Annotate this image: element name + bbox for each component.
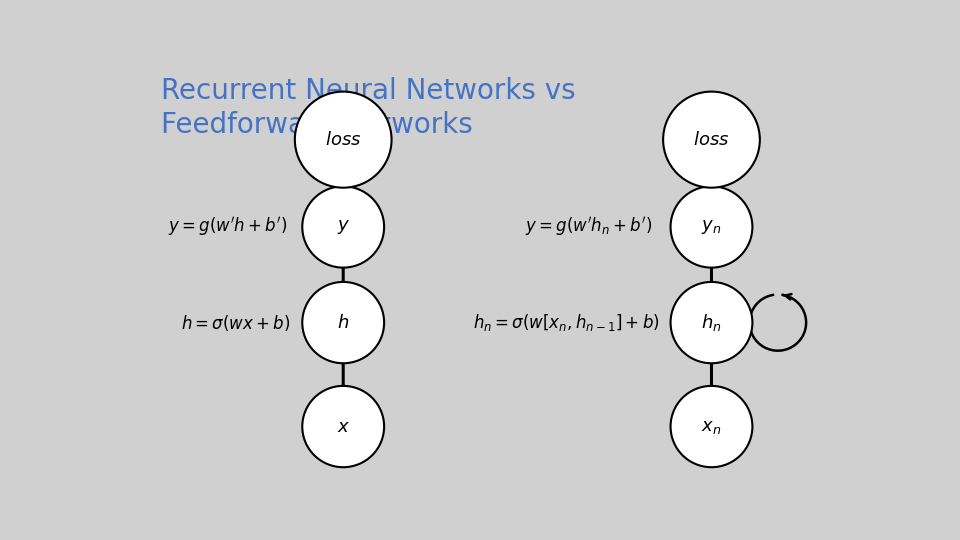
Ellipse shape [670,186,753,268]
Ellipse shape [302,186,384,268]
Text: $h_n = \sigma(w[x_n, h_{n-1}] + b)$: $h_n = \sigma(w[x_n, h_{n-1}] + b)$ [473,312,660,333]
Ellipse shape [302,386,384,467]
Ellipse shape [302,282,384,363]
Text: $h = \sigma(wx + b)$: $h = \sigma(wx + b)$ [180,313,290,333]
Text: $y = g(w'h + b')$: $y = g(w'h + b')$ [168,215,288,239]
Text: $y$: $y$ [337,218,349,236]
Text: $x_n$: $x_n$ [702,417,722,436]
Text: Recurrent Neural Networks vs
Feedforward Networks: Recurrent Neural Networks vs Feedforward… [161,77,576,139]
Ellipse shape [295,92,392,188]
Text: $loss$: $loss$ [325,131,361,149]
Text: $h_n$: $h_n$ [701,312,722,333]
Text: $y_n$: $y_n$ [702,218,722,236]
Text: $loss$: $loss$ [693,131,730,149]
Ellipse shape [670,282,753,363]
Ellipse shape [663,92,760,188]
Ellipse shape [670,386,753,467]
Text: $x$: $x$ [337,417,349,436]
Text: $h$: $h$ [337,314,349,332]
Text: $y = g(w'h_n + b')$: $y = g(w'h_n + b')$ [525,215,653,239]
